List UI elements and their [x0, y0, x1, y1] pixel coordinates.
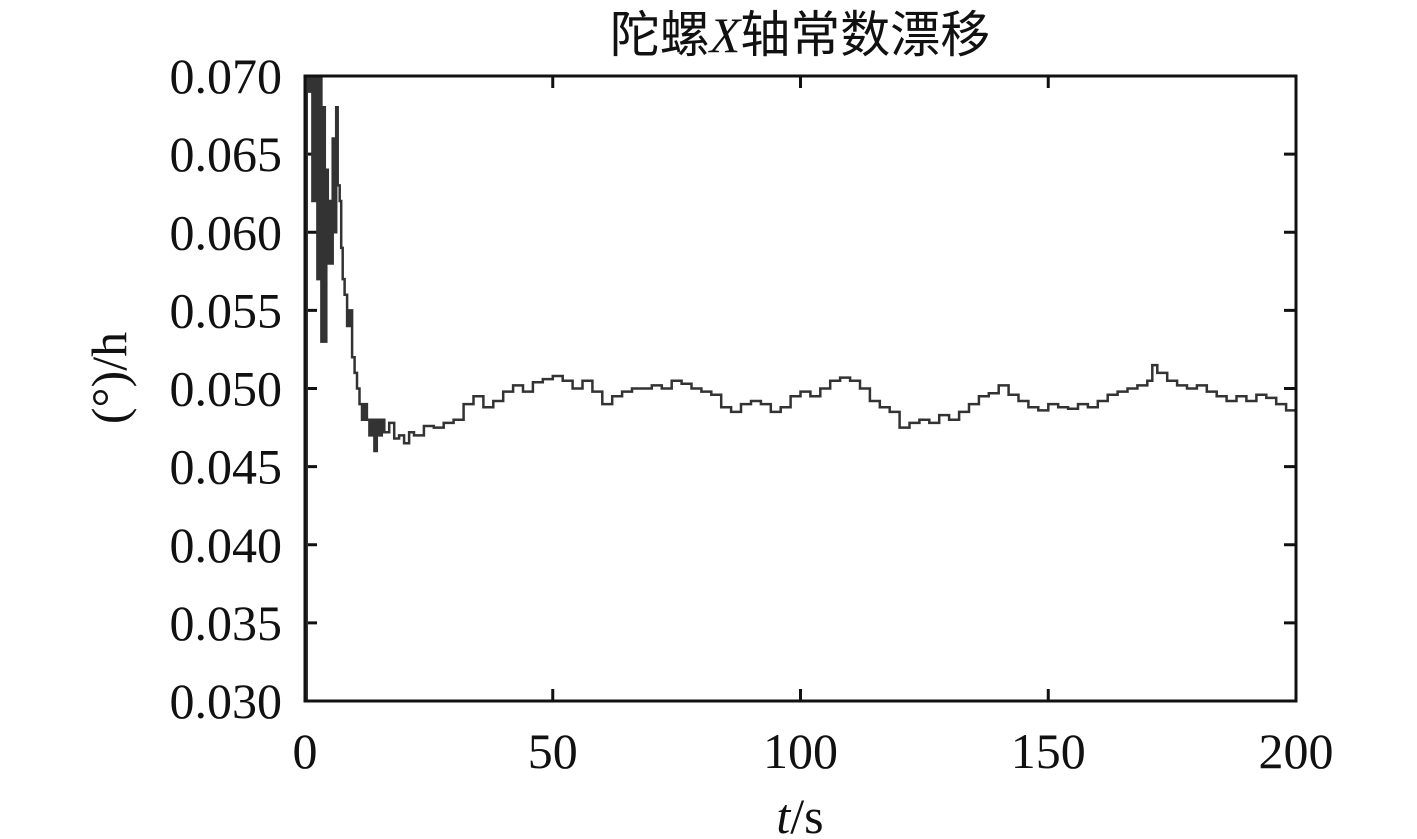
y-tick-label: 0.070: [170, 48, 283, 104]
x-tick-label: 100: [763, 723, 838, 779]
y-tick-label: 0.065: [170, 126, 283, 182]
y-tick-label: 0.050: [170, 361, 283, 417]
y-axis-ticks: 0.030 0.035 0.040 0.045 0.050 0.055 0.060 0.065…: [170, 48, 1296, 729]
series-line: [305, 74, 1298, 703]
y-tick-label: 0.030: [170, 673, 283, 729]
plot-frame: [303, 74, 1298, 703]
chart-title-prefix: 陀螺: [610, 7, 710, 63]
y-tick-label: 0.040: [170, 517, 283, 573]
x-tick-label: 50: [528, 723, 578, 779]
chart-title-italic: X: [708, 7, 743, 63]
y-tick-label: 0.035: [170, 595, 283, 651]
x-tick-label: 200: [1259, 723, 1334, 779]
x-tick-label: 150: [1011, 723, 1086, 779]
y-tick-label: 0.045: [170, 439, 283, 495]
series-group: [304, 74, 1298, 703]
y-tick-label: 0.055: [170, 282, 283, 338]
x-axis-title-italic: t: [776, 788, 791, 839]
x-axis-ticks: 0 50 100 150 200: [293, 76, 1334, 779]
x-tick-label: 0: [293, 723, 318, 779]
y-axis-title: (°)/h: [81, 332, 137, 424]
chart-title-suffix: 轴常数漂移: [740, 7, 990, 63]
x-axis-title: t/s: [776, 788, 823, 839]
x-axis-title-rest: /s: [790, 788, 823, 839]
y-tick-label: 0.060: [170, 204, 283, 260]
chart-title: 陀螺X轴常数漂移: [610, 7, 991, 63]
